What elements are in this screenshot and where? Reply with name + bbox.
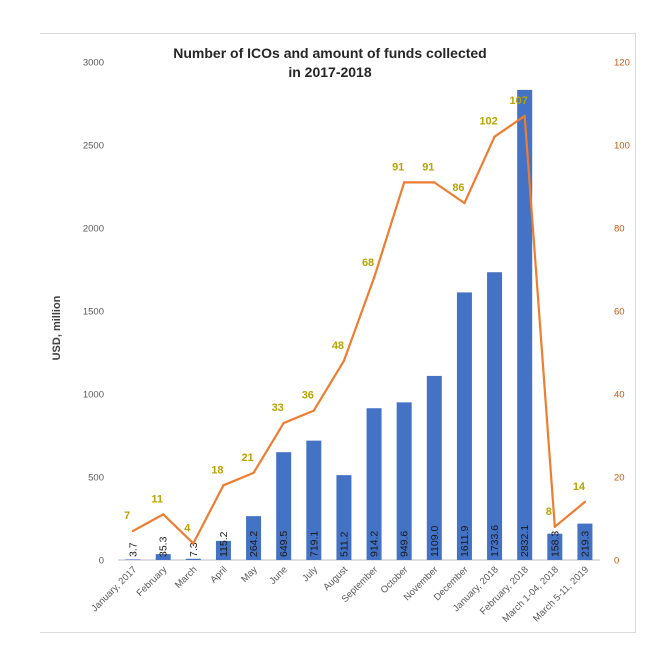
line-value-label: 18: [211, 464, 223, 476]
y2-tick-label: 80: [614, 224, 625, 235]
line-value-label: 7: [124, 510, 130, 522]
line-point: [493, 135, 496, 138]
x-tick-label: February: [135, 564, 170, 599]
bar-value-label: 219.3: [579, 531, 591, 557]
y-tick-label: 500: [88, 473, 104, 484]
bar-value-label: 719.1: [308, 531, 320, 557]
line-point: [192, 542, 195, 545]
y2-tick-label: 20: [614, 473, 625, 484]
line-point: [282, 421, 285, 425]
x-tick-label: July: [300, 564, 320, 584]
bar-value-label: 1611.9: [459, 526, 471, 557]
x-tick-label: April: [208, 564, 229, 585]
bar-value-label: 264.2: [248, 531, 260, 557]
bottom-divider: [40, 632, 635, 633]
y-tick-label: 2000: [83, 224, 104, 235]
bar-value-label: 3.7: [128, 542, 140, 557]
line-point: [312, 409, 316, 412]
line-value-label: 86: [452, 182, 464, 194]
bar-value-label: 7.3: [188, 542, 200, 557]
bar: [456, 292, 472, 560]
line-value-label: 11: [151, 493, 163, 505]
bar: [426, 375, 442, 560]
line-value-label: 4: [184, 522, 191, 534]
line-point: [583, 500, 587, 504]
chart-title: Number of ICOs and amount of funds colle…: [173, 45, 487, 80]
line-point: [402, 181, 406, 184]
bar-value-label: 158.3: [549, 531, 561, 557]
line-value-label: 68: [362, 257, 374, 269]
y2-tick-label: 100: [614, 141, 630, 152]
bar-value-label: 115.2: [218, 531, 230, 557]
bar: [185, 558, 201, 560]
y-tick-label: 2500: [83, 141, 104, 152]
bar: [517, 89, 533, 560]
bar-value-label: 949.6: [399, 531, 411, 557]
bar: [306, 440, 322, 560]
line-value-label: 36: [302, 390, 314, 402]
bar-value-label: 511.2: [338, 531, 350, 557]
bar: [276, 452, 292, 560]
line-point: [131, 529, 135, 533]
bar: [487, 272, 503, 560]
line-value-label: 14: [573, 481, 586, 493]
x-tick-label: March 5-11, 2019: [531, 564, 591, 624]
y2-tick-label: 120: [614, 58, 630, 69]
line-point: [222, 484, 225, 487]
bar-value-label: 1733.6: [489, 525, 501, 557]
bar-value-label: 914.2: [369, 531, 381, 557]
y-tick-label: 0: [99, 556, 104, 567]
y2-tick-label: 40: [614, 390, 625, 401]
y2-tick-label: 60: [614, 307, 625, 318]
ico-count-line: [132, 114, 586, 545]
bar-value-label: 35.3: [158, 536, 170, 557]
bar: [155, 554, 171, 560]
line-point: [433, 181, 436, 184]
x-tick-label: June: [267, 564, 289, 586]
line-point: [372, 276, 376, 279]
line-point: [553, 525, 557, 528]
bar: [246, 516, 262, 560]
line-value-label: 91: [392, 161, 404, 173]
bar: [215, 540, 231, 560]
bar: [336, 475, 352, 560]
x-tick-label: March: [173, 564, 199, 590]
line-point: [252, 471, 255, 475]
bar: [366, 408, 382, 560]
bar-value-label: 1109.0: [429, 526, 441, 557]
line-point: [463, 201, 466, 205]
x-tick-label: January, 2017: [89, 564, 139, 614]
line-value-label: 48: [332, 340, 344, 352]
line-value-label: 33: [272, 402, 284, 414]
line-value-label: 107: [510, 95, 528, 107]
top-divider: [40, 33, 635, 34]
y2-tick-label: 0: [614, 556, 619, 567]
line-value-label: 8: [546, 506, 552, 518]
bar: [547, 533, 563, 560]
y-tick-label: 1500: [83, 307, 104, 318]
line-value-label: 91: [422, 161, 434, 173]
line-value-label: 102: [479, 116, 497, 128]
line-point: [342, 359, 346, 362]
x-tick-label: May: [239, 564, 260, 585]
y-tick-label: 1000: [83, 390, 104, 401]
right-divider: [635, 33, 636, 633]
x-tick-label: August: [321, 564, 350, 593]
line-point: [523, 114, 526, 118]
bar: [396, 402, 412, 560]
bar-value-label: 2832.1: [519, 525, 531, 557]
line-point: [161, 513, 165, 516]
line-value-label: 21: [241, 452, 253, 464]
bar: [577, 523, 593, 560]
bar-value-label: 649.5: [278, 531, 290, 557]
bar: [125, 559, 141, 560]
y-tick-label: 3000: [83, 58, 104, 69]
